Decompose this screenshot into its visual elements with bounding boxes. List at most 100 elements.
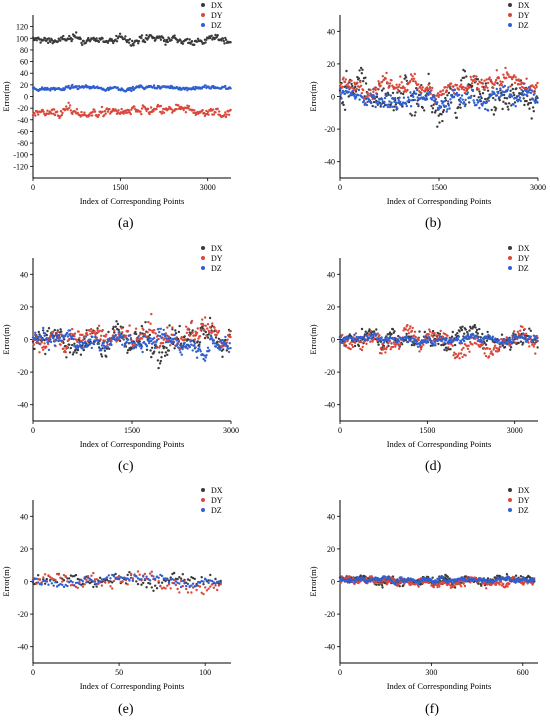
data-point-dz — [166, 340, 170, 344]
data-point-dz — [167, 581, 171, 584]
data-point-dz — [50, 582, 54, 585]
data-point-dx — [513, 93, 516, 97]
data-point-dz — [105, 576, 109, 579]
data-point-dx — [529, 98, 532, 101]
data-point-dz — [143, 335, 146, 338]
data-point-dz — [170, 342, 173, 345]
data-point-dx — [127, 41, 131, 44]
data-point-dz — [213, 342, 216, 345]
data-point-dy — [187, 106, 190, 110]
data-point-dz — [387, 339, 390, 342]
data-point-dz — [174, 580, 178, 583]
data-point-dy — [214, 329, 218, 332]
data-point-dx — [60, 330, 63, 333]
data-point-dz — [124, 344, 127, 347]
data-point-dx — [229, 41, 232, 44]
data-point-dx — [221, 355, 224, 358]
data-point-dz — [500, 342, 504, 345]
data-point-dy — [407, 332, 411, 335]
data-point-dx — [392, 109, 395, 112]
data-point-dy — [480, 78, 483, 82]
data-point-dx — [364, 76, 367, 79]
data-point-dy — [59, 110, 63, 113]
data-point-dy — [104, 581, 107, 584]
data-point-dy — [212, 108, 215, 111]
data-point-dx — [164, 43, 167, 46]
data-point-dy — [490, 350, 493, 353]
data-point-dy — [348, 79, 351, 83]
data-point-dz — [354, 96, 358, 99]
data-point-dy — [478, 345, 482, 348]
data-point-dy — [159, 585, 162, 588]
data-point-dx — [209, 36, 212, 40]
data-point-dy — [190, 319, 194, 323]
data-point-dz — [387, 103, 390, 106]
data-point-dz — [355, 335, 358, 339]
data-point-dy — [462, 85, 465, 89]
data-point-dz — [367, 98, 371, 102]
data-point-dx — [33, 347, 36, 351]
data-point-dy — [53, 108, 56, 111]
legend-label-dz: DZ — [211, 506, 222, 515]
data-point-dx — [37, 330, 40, 334]
data-point-dx — [113, 331, 116, 334]
data-point-dx — [217, 582, 221, 585]
data-point-dz — [73, 584, 76, 587]
data-point-dy — [356, 81, 359, 84]
data-point-dz — [437, 580, 440, 583]
data-point-dx — [492, 113, 496, 116]
data-point-dz — [340, 97, 343, 100]
data-point-dz — [95, 582, 98, 586]
data-point-dz — [142, 340, 146, 344]
data-point-dy — [208, 331, 211, 334]
data-point-dz — [121, 343, 124, 346]
data-point-dz — [405, 104, 408, 108]
data-point-dz — [129, 338, 133, 341]
data-point-dz — [506, 88, 509, 91]
data-point-dz — [106, 346, 110, 349]
data-point-dy — [104, 335, 107, 338]
y-tick-label: 0 — [24, 578, 28, 587]
data-point-dy — [387, 341, 390, 345]
y-tick-label: 0 — [24, 93, 28, 102]
data-point-dx — [115, 40, 119, 43]
data-point-dz — [338, 87, 342, 91]
data-point-dz — [532, 93, 535, 96]
data-point-dy — [420, 91, 423, 95]
data-point-dz — [522, 332, 525, 335]
data-point-dy — [535, 85, 538, 89]
data-point-dy — [509, 343, 512, 346]
data-point-dy — [460, 348, 464, 351]
data-point-dz — [41, 338, 44, 341]
data-point-dz — [385, 336, 389, 339]
data-point-dz — [357, 88, 361, 92]
data-point-dx — [166, 353, 169, 356]
data-point-dy — [459, 352, 463, 355]
data-point-dx — [505, 97, 509, 100]
data-point-dy — [353, 81, 356, 85]
data-point-dz — [209, 579, 212, 582]
data-point-dz — [364, 338, 367, 341]
data-point-dy — [457, 352, 461, 355]
data-point-dy — [397, 85, 400, 89]
data-point-dz — [466, 91, 469, 94]
data-point-dx — [356, 75, 359, 79]
data-point-dz — [426, 340, 429, 343]
data-point-dz — [198, 581, 202, 584]
data-point-dz — [406, 336, 409, 339]
data-point-dz — [421, 579, 424, 582]
data-point-dy — [148, 328, 152, 332]
data-point-dx — [441, 119, 444, 123]
data-point-dx — [519, 340, 523, 343]
data-point-dy — [37, 113, 40, 116]
data-point-dx — [47, 327, 51, 330]
data-point-dy — [449, 586, 453, 589]
y-tick-label: 20 — [20, 81, 28, 90]
data-point-dz — [196, 349, 199, 353]
data-point-dx — [476, 332, 479, 335]
data-point-dz — [164, 577, 167, 580]
data-point-dy — [516, 83, 520, 86]
data-point-dx — [473, 94, 476, 98]
data-point-dy — [421, 86, 424, 89]
data-point-dy — [462, 582, 465, 585]
